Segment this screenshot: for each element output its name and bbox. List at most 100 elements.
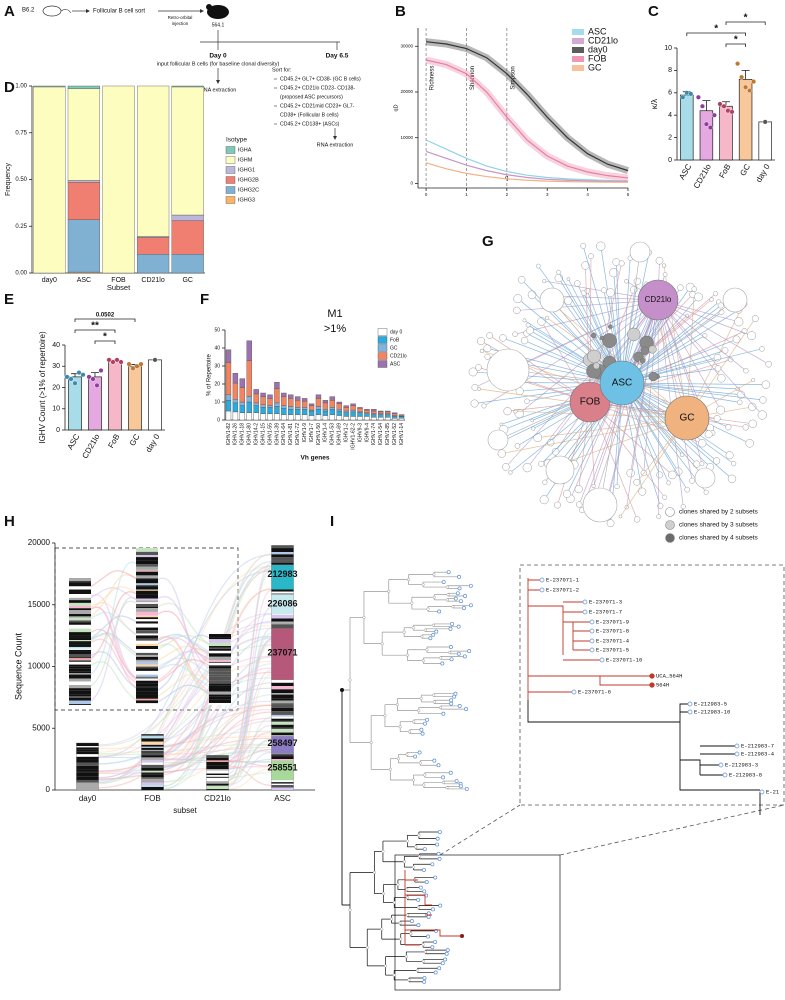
inset-stripe (69, 681, 91, 685)
clone-node (497, 449, 506, 458)
tree-tip (458, 784, 463, 789)
column-stripe (271, 782, 294, 784)
inset-stripe (69, 662, 91, 665)
bar-segment (136, 85, 170, 237)
clone-node (470, 399, 479, 408)
significance-bracket (686, 32, 746, 36)
y-tick-label: 0 (410, 181, 413, 186)
clone-node (522, 463, 532, 473)
subset-node (599, 360, 645, 406)
bar-segment (232, 373, 239, 384)
inset-stripe (69, 684, 91, 689)
column-stripe (76, 779, 99, 783)
clone-node (698, 439, 707, 448)
data-point (729, 109, 735, 115)
bar-segment (301, 400, 308, 408)
flow (98, 636, 272, 784)
clone-node (484, 353, 491, 360)
column-stripe (141, 774, 164, 778)
clone-node (481, 403, 487, 409)
sort-item: CD45.2+ CD21lo CD23- CD138- (280, 85, 355, 91)
column-stripe (206, 770, 229, 774)
column-stripe (76, 751, 99, 755)
x-tick-label: FOB (111, 277, 126, 284)
clone-label: 226086 (267, 599, 297, 609)
tree-label-marker (539, 587, 545, 593)
bar-segment (364, 416, 370, 421)
clone-block (271, 736, 294, 754)
column-stripe (141, 764, 164, 768)
clone-node (476, 337, 486, 346)
tree-tip (422, 847, 427, 852)
inset-stripe (136, 700, 158, 704)
x-tick-label: ASC (677, 162, 693, 181)
clone-node (576, 501, 583, 508)
bar-segment (246, 401, 252, 414)
x-tick-label: day 0 (144, 432, 162, 454)
tree-tip (437, 856, 442, 861)
bar-segment (378, 410, 384, 413)
mouse-icon (207, 5, 229, 19)
inset-stripe (136, 600, 158, 603)
legend-label: FoB (390, 337, 400, 343)
clone-node (748, 402, 757, 412)
flow (163, 704, 272, 756)
inset-stripe (136, 633, 158, 636)
tree-tip (423, 721, 427, 726)
bar-segment (350, 409, 356, 413)
data-point (86, 374, 92, 380)
inset-stripe (69, 602, 91, 606)
bar-segment (232, 402, 239, 413)
error-bar (702, 100, 711, 111)
bar-segment (67, 219, 101, 273)
clone-node (512, 331, 518, 337)
bar (108, 360, 122, 431)
tree-node (446, 593, 450, 597)
bar-segment (322, 400, 329, 404)
legend-swatch (225, 176, 236, 184)
x-tick-label: IGHV9-3 (357, 423, 363, 443)
clone-block (271, 760, 294, 781)
clone-node (718, 309, 725, 316)
clone-node (514, 443, 521, 449)
inset-stripe (136, 606, 158, 609)
column-stripe (141, 755, 164, 758)
inset-stripe (136, 564, 158, 567)
tree-node (405, 839, 409, 843)
inset-stripe (69, 582, 91, 587)
column-stripe (271, 700, 294, 704)
tree-node (381, 892, 385, 896)
inset-stripe (69, 600, 91, 603)
clone-node (524, 398, 530, 405)
y-tick-label: 0 (46, 785, 51, 794)
tree-tip (440, 961, 445, 966)
inset-stripe (209, 687, 231, 692)
inset-stripe (209, 683, 231, 686)
column-stripe (76, 765, 99, 770)
tree-tip (416, 923, 421, 928)
clone-node (499, 334, 507, 342)
tree-node (405, 752, 409, 757)
inset-stripe (69, 651, 91, 655)
clone-node (666, 480, 672, 486)
x-tick-label: ASC (77, 277, 91, 284)
day-label: Day 0 (209, 53, 227, 60)
inset-stripe (136, 619, 158, 622)
inset-stripe (136, 630, 158, 634)
column-stripe (271, 724, 294, 728)
tree-node (417, 709, 421, 713)
x-tick-label: GC (128, 432, 142, 447)
bar-segment (281, 396, 287, 406)
y-tick-label: 10000 (28, 662, 51, 671)
column-stripe (271, 707, 294, 712)
panel-label: H (4, 513, 15, 530)
inset-stripe (69, 641, 91, 643)
tree-tip (450, 621, 455, 626)
x-tick-label: IGHV1-39 (274, 423, 280, 445)
x-tick-label: IGHV1-54 (378, 423, 384, 445)
tree-tip (433, 940, 438, 944)
data-point (80, 372, 86, 378)
inset-flow (90, 594, 137, 679)
inset-stripe (136, 570, 158, 572)
column-stripe (271, 704, 294, 708)
